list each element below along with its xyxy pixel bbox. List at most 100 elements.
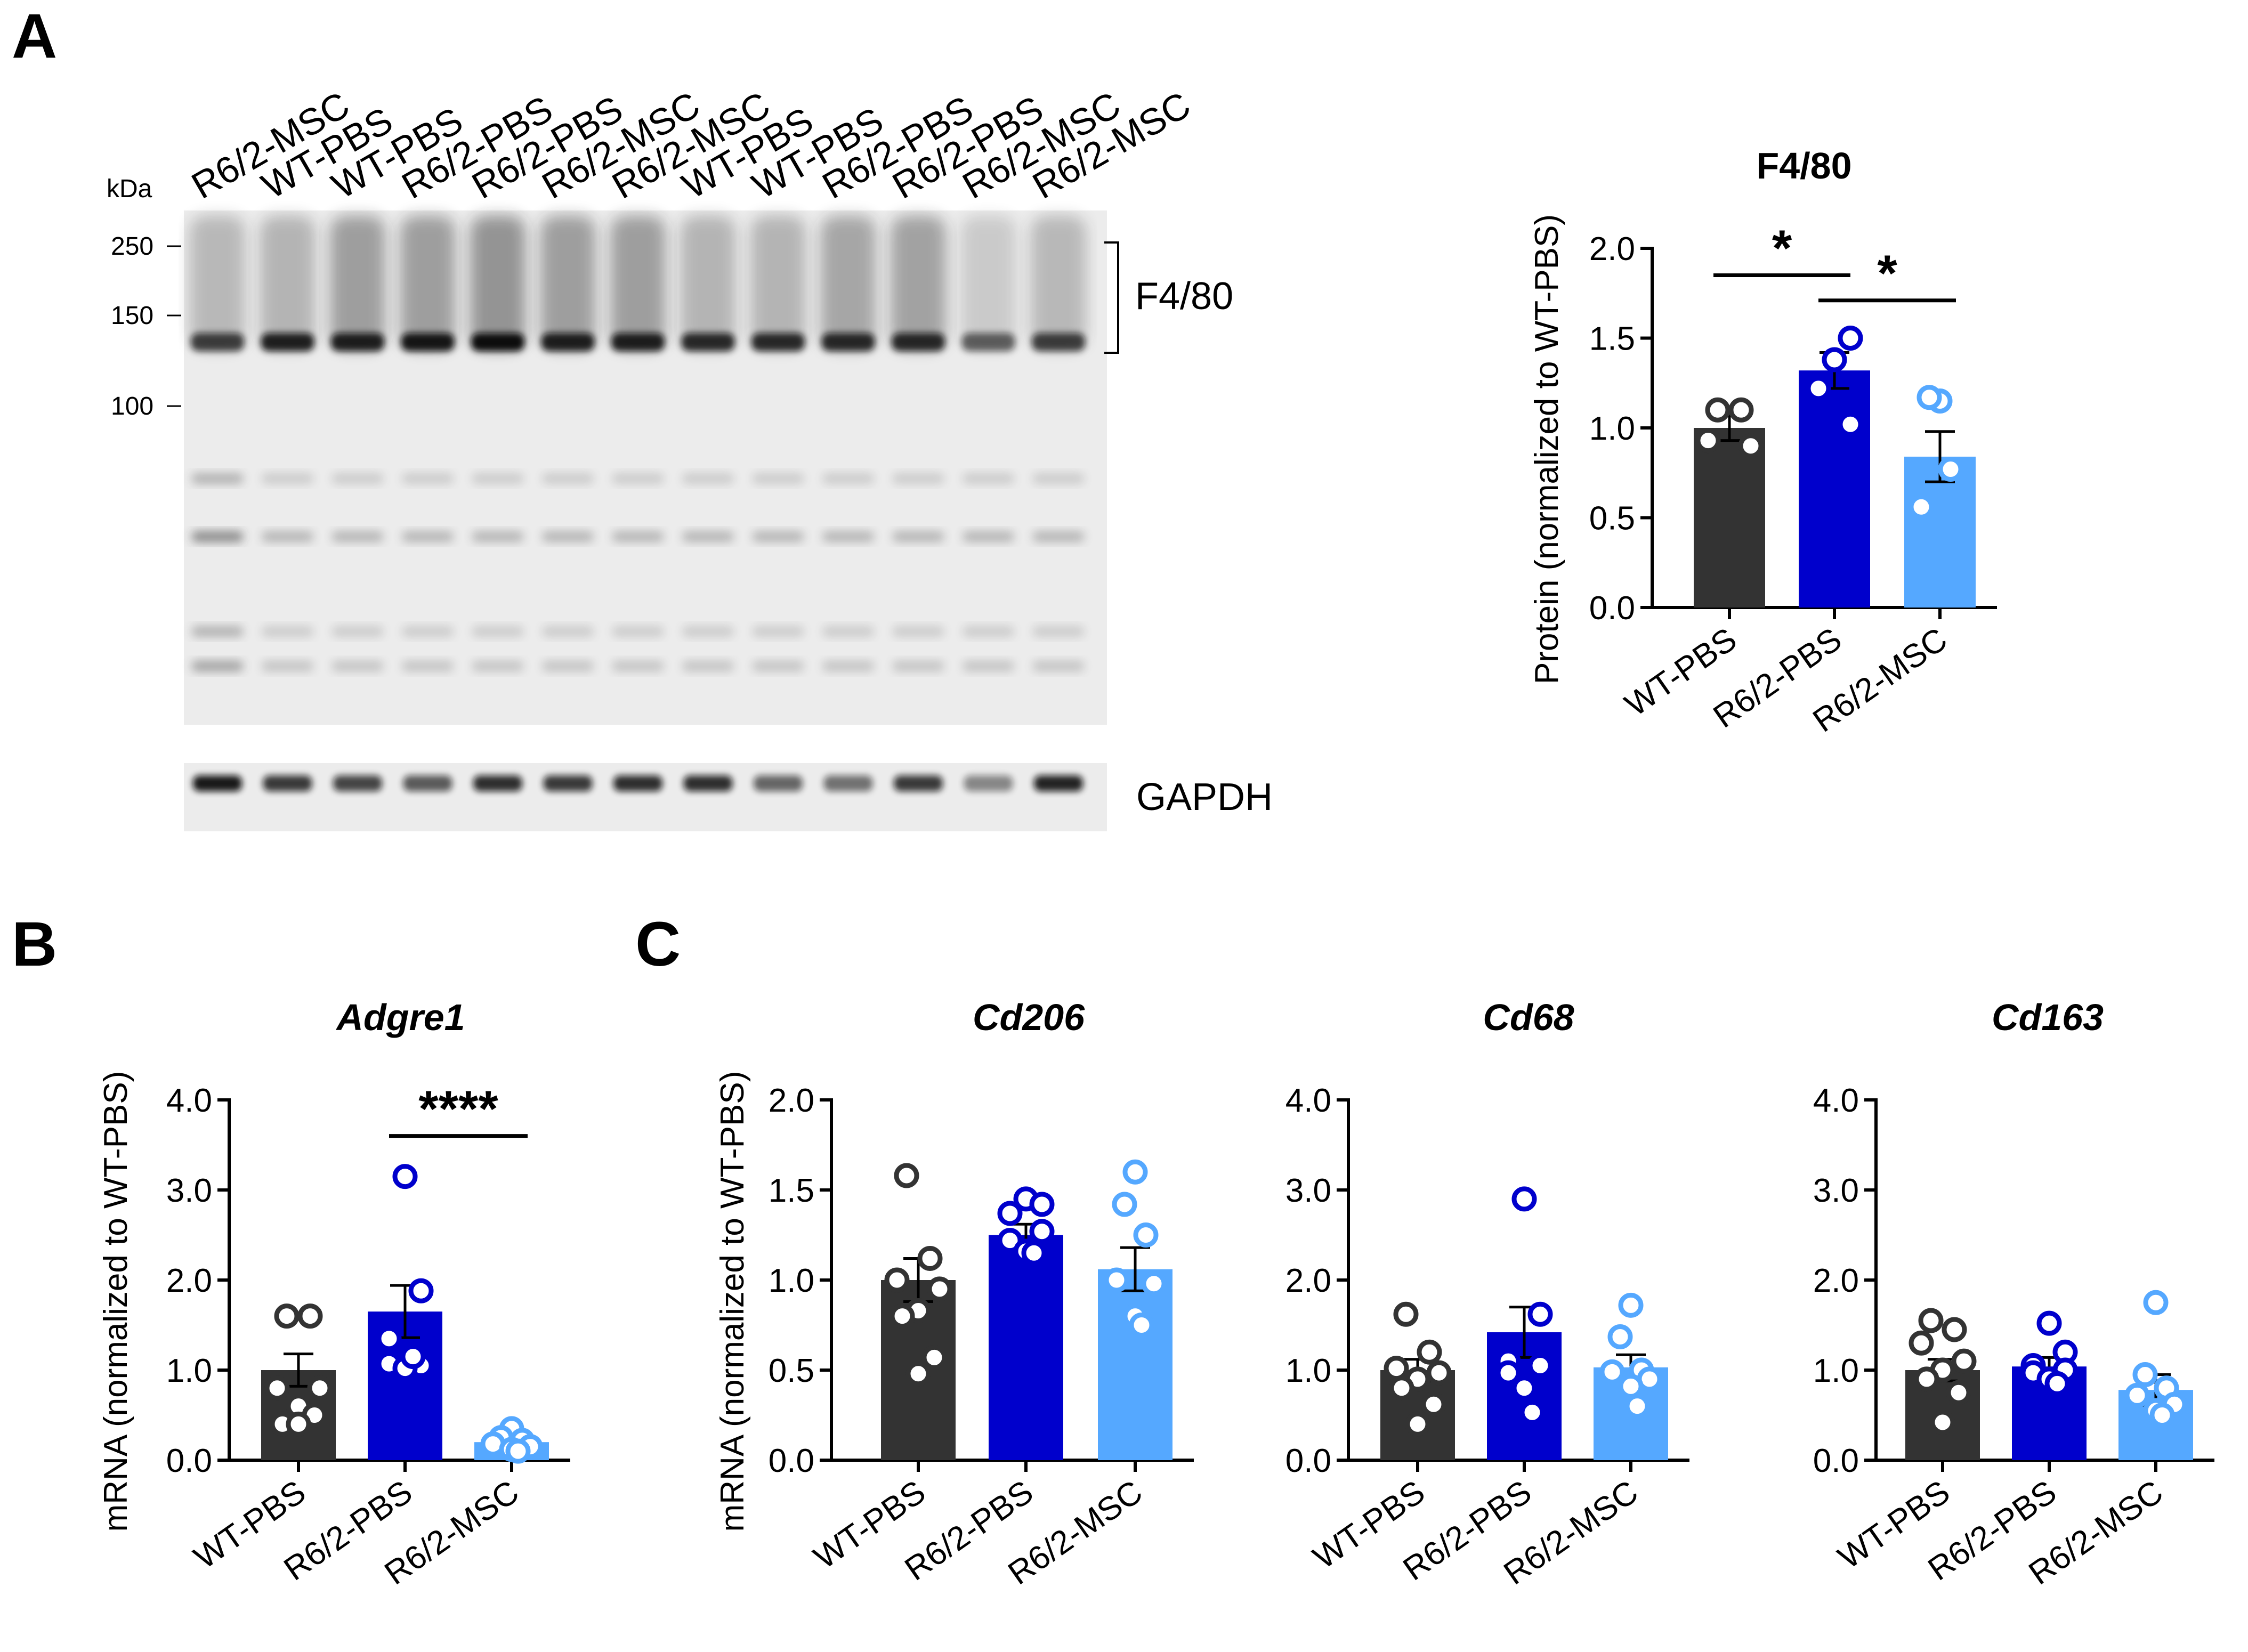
data-point-cd163-1-2 [1942,1317,1967,1342]
bar-cd206-2 [989,1235,1063,1460]
data-point-f480-1-3 [1695,428,1721,454]
blot-bands [190,216,1086,671]
y-tick-label-f480-0: 0.0 [1589,590,1635,627]
faint-band-9-4 [753,661,804,671]
significance-label-f480-1: * [1772,220,1792,277]
y-axis-label-adgre1: mRNA (normalized to WT-PBS) [98,1071,134,1532]
kda-title: kDa [107,175,152,203]
faint-band-8-3 [682,626,734,637]
data-point-adgre1-1-2 [297,1303,323,1329]
data-point-adgre1-3-7 [505,1438,531,1464]
lane-smear-3 [330,216,385,349]
f480-band-label: F4/80 [1135,275,1233,318]
y-tick-label-cd163-4: 4.0 [1813,1082,1859,1119]
data-point-cd206-3-3 [1133,1222,1159,1248]
data-point-cd206-3-5 [1141,1271,1167,1297]
gapdh-band-5 [473,775,522,791]
f480-band-4 [401,333,455,351]
y-tick-label-f480-3: 1.5 [1589,321,1635,358]
y-tick-label-adgre1-3: 3.0 [166,1172,212,1209]
lane-smear-10 [820,216,876,349]
chart-title-f480: F4/80 [1757,145,1852,187]
y-tick-label-cd68-3: 3.0 [1285,1172,1331,1209]
y-tick-label-cd206-1: 0.5 [769,1353,814,1389]
f480-band-6 [541,333,595,351]
y-tick-label-f480-2: 1.0 [1589,410,1635,447]
data-point-cd68-3-2 [1607,1324,1633,1349]
data-point-f480-3-2 [1917,385,1942,410]
faint-band-2-3 [262,626,313,637]
chart-cd68: Cd680.01.02.03.04.0WT-PBSR6/2-PBSR6/2-MS… [1285,997,1689,1592]
y-tick-label-adgre1-2: 2.0 [166,1262,212,1299]
data-point-cd68-1-7 [1421,1391,1446,1417]
kda-markers: 250 150 100 [111,232,181,420]
y-tick-label-cd163-0: 0.0 [1813,1443,1859,1479]
data-point-cd68-1-8 [1405,1411,1430,1437]
faint-band-5-4 [472,661,523,671]
gapdh-strip [184,763,1107,831]
faint-band-7-3 [612,626,664,637]
gapdh-band-2 [263,775,312,791]
data-point-cd68-1-2 [1417,1339,1442,1365]
data-point-adgre1-1-1 [274,1303,300,1329]
faint-band-10-4 [822,661,874,671]
chart-title-cd163: Cd163 [1992,997,2104,1038]
bar-cd206-3 [1098,1269,1172,1460]
gapdh-band-13 [1034,775,1083,791]
data-point-f480-2-2 [1838,326,1863,351]
data-point-cd68-2-5 [1495,1360,1521,1386]
faint-band-8-2 [682,531,734,542]
data-point-cd163-1-1 [1918,1308,1944,1333]
y-tick-label-cd206-0: 0.0 [769,1443,814,1479]
faint-band-12-3 [963,626,1014,637]
faint-band-9-1 [753,473,804,484]
gapdh-label: GAPDH [1136,776,1273,819]
data-point-adgre1-2-1 [392,1164,418,1189]
y-tick-label-cd163-1: 1.0 [1813,1353,1859,1389]
faint-band-7-2 [612,531,664,542]
faint-band-7-1 [612,473,664,484]
data-point-cd206-3-1 [1122,1159,1148,1185]
faint-band-11-3 [893,626,944,637]
faint-band-10-2 [822,531,874,542]
gapdh-band-6 [543,775,593,791]
y-tick-label-adgre1-4: 4.0 [166,1082,212,1119]
data-point-cd68-1-1 [1393,1301,1419,1327]
chart-f480: F4/80 Protein (normalized to WT-PBS) 0.0 0.… [1529,145,1997,739]
faint-band-3-3 [332,626,383,637]
chart-title-cd68: Cd68 [1483,997,1574,1038]
data-point-cd163-2-7 [2044,1371,2070,1396]
faint-band-2-2 [262,531,313,542]
f480-bracket [1104,241,1119,354]
lane-smear-7 [610,216,666,349]
data-point-cd206-2-2 [1029,1192,1055,1217]
faint-band-6-4 [542,661,594,671]
faint-band-6-2 [542,531,594,542]
lane-smear-13 [1031,216,1086,349]
faint-band-12-2 [963,531,1014,542]
chart-cd163: Cd1630.01.02.03.04.0WT-PBSR6/2-PBSR6/2-M… [1813,997,2214,1592]
f480-band-3 [331,333,384,351]
lane-smear-11 [891,216,946,349]
gapdh-band-1 [193,775,242,791]
data-point-f480-2-3 [1806,376,1831,401]
data-point-cd206-1-1 [894,1163,919,1188]
faint-band-3-1 [332,473,383,484]
faint-band-8-4 [682,661,734,671]
faint-band-10-1 [822,473,874,484]
f480-band-11 [892,333,945,351]
data-point-adgre1-1-8 [286,1411,311,1437]
faint-band-3-4 [332,661,383,671]
kda-marker-100: 100 [111,392,153,420]
data-point-cd206-2-4 [1029,1219,1055,1244]
y-tick-label-adgre1-1: 1.0 [166,1353,212,1389]
f480-band-12 [961,333,1015,351]
faint-band-4-2 [402,531,454,542]
faint-band-1-4 [192,661,243,671]
data-point-adgre1-2-3 [376,1326,402,1351]
data-point-cd206-2-7 [1021,1240,1047,1266]
faint-band-13-2 [1033,531,1084,542]
f480-band-5 [471,333,524,351]
lane-labels: R6/2-MSCWT-PBSWT-PBSR6/2-PBSR6/2-PBSR6/2… [185,84,1198,207]
